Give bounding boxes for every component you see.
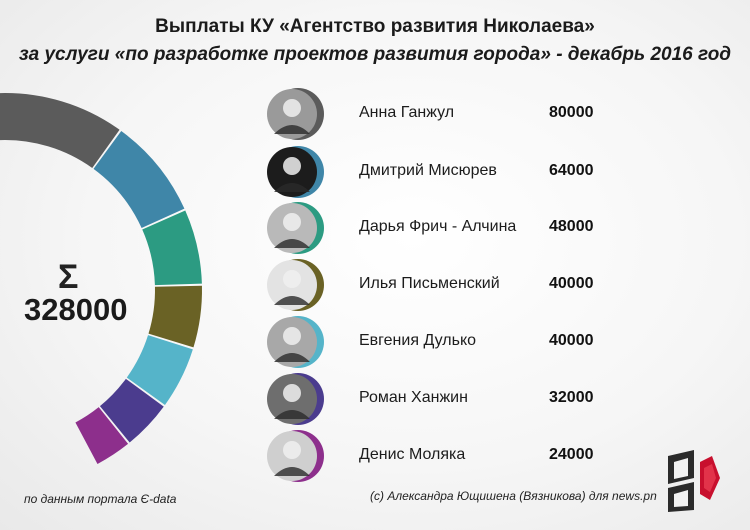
donut-segment — [99, 378, 164, 443]
avatar — [262, 430, 328, 482]
donut-chart — [0, 93, 202, 464]
credit-note: (с) Александра Ющишена (Вязникова) для n… — [370, 489, 657, 503]
legend-row: Анна Ганжул 80000 — [262, 88, 622, 144]
avatar — [262, 373, 328, 425]
legend-row: Денис Моляка 24000 — [262, 430, 622, 486]
person-name: Анна Ганжул — [359, 104, 455, 121]
news-pn-logo-icon — [668, 450, 720, 512]
person-name: Роман Ханжин — [359, 389, 468, 406]
sigma-symbol: Σ — [58, 258, 79, 296]
avatar — [262, 146, 328, 198]
donut-segment — [148, 285, 202, 348]
legend-row: Евгения Дулько 40000 — [262, 316, 622, 372]
avatar — [262, 202, 328, 254]
total-value: 328000 — [24, 292, 128, 327]
avatar — [262, 259, 328, 311]
chart-title-line1: Выплаты КУ «Агентство развития Николаева… — [155, 16, 595, 37]
person-name: Денис Моляка — [359, 446, 466, 463]
avatar — [262, 88, 328, 140]
payment-value: 64000 — [549, 162, 594, 179]
person-name: Илья Письменский — [359, 275, 500, 292]
payment-value: 24000 — [549, 446, 594, 463]
donut-segment — [126, 335, 193, 405]
donut-segment — [93, 130, 185, 229]
legend-row: Роман Ханжин 32000 — [262, 373, 622, 429]
payment-value: 32000 — [549, 389, 594, 406]
donut-segment — [0, 93, 120, 168]
payment-value: 48000 — [549, 218, 594, 235]
person-name: Дарья Фрич - Алчина — [359, 218, 517, 235]
person-name: Дмитрий Мисюрев — [359, 162, 497, 179]
donut-segment — [142, 210, 202, 286]
person-name: Евгения Дулько — [359, 332, 477, 349]
payment-value: 40000 — [549, 275, 594, 292]
avatar — [262, 316, 328, 368]
legend-row: Илья Письменский 40000 — [262, 259, 622, 315]
source-note: по данным портала Є-data — [24, 492, 177, 506]
donut-segment — [75, 407, 129, 464]
legend-row: Дмитрий Мисюрев 64000 — [262, 146, 622, 202]
payment-value: 80000 — [549, 104, 594, 121]
payment-value: 40000 — [549, 332, 594, 349]
chart-title-line2: за услуги «по разработке проектов развит… — [18, 44, 732, 65]
legend-row: Дарья Фрич - Алчина 48000 — [262, 202, 622, 258]
